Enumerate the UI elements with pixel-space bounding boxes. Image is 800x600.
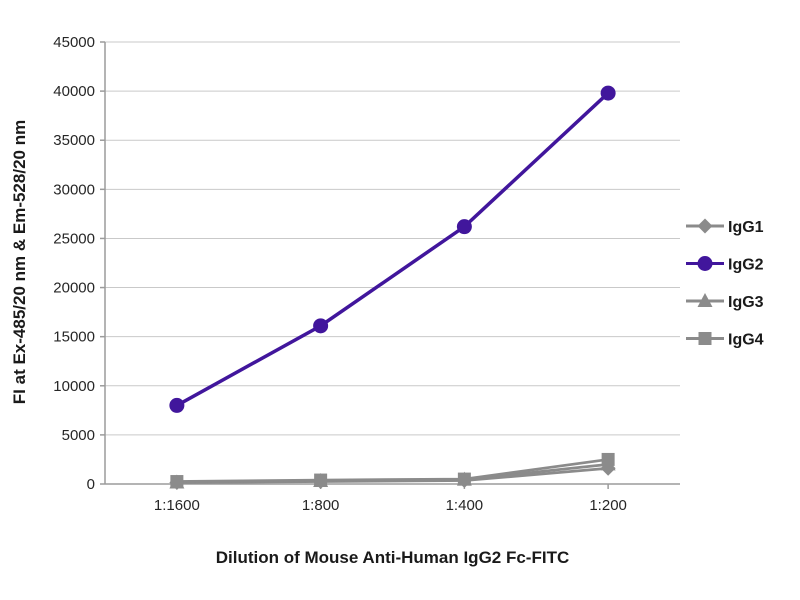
series-marker-IgG4 (170, 475, 184, 489)
x-axis-title: Dilution of Mouse Anti-Human IgG2 Fc-FIT… (215, 548, 570, 567)
series-line-IgG2 (176, 91, 610, 407)
legend-item-IgG3: IgG3 (686, 293, 764, 311)
series-marker-IgG2 (600, 85, 616, 101)
y-tick-label: 20000 (53, 280, 95, 297)
y-tick-label: 25000 (53, 230, 95, 247)
series-IgG1 (169, 460, 616, 491)
y-tick-label: 15000 (53, 329, 95, 346)
series-line-IgG4 (176, 458, 609, 483)
x-tick-label: 1:400 (446, 497, 484, 514)
y-tick-label: 35000 (53, 132, 95, 149)
x-tick-label: 1:1600 (154, 497, 200, 514)
series-IgG4 (170, 452, 615, 489)
y-axis-title: FI at Ex-485/20 nm & Em-528/20 nm (10, 119, 29, 405)
x-tick-label: 1:200 (589, 497, 627, 514)
series-marker-IgG2 (456, 219, 472, 235)
legend-label: IgG4 (728, 332, 764, 349)
y-tick-label: 5000 (62, 427, 95, 444)
y-tick-label: 0 (87, 476, 95, 493)
series-marker-IgG4 (314, 473, 328, 487)
series-marker-IgG4 (601, 452, 615, 466)
y-tick-label: 10000 (53, 378, 95, 395)
y-tick-label: 30000 (53, 181, 95, 198)
legend-label: IgG3 (728, 294, 764, 311)
y-tick-label: 40000 (53, 83, 95, 100)
legend-item-IgG4: IgG4 (686, 332, 764, 349)
legend-marker-circle (697, 256, 713, 271)
legend-marker-triangle (697, 293, 713, 307)
series-marker-IgG4 (457, 472, 471, 486)
legend-marker-square (698, 332, 712, 345)
legend-item-IgG1: IgG1 (686, 218, 764, 236)
legend-marker-diamond (697, 218, 713, 234)
series-marker-IgG2 (313, 318, 329, 334)
series-IgG2 (169, 85, 616, 413)
series-marker-IgG2 (169, 397, 185, 413)
legend-item-IgG2: IgG2 (686, 256, 764, 274)
legend-label: IgG1 (728, 219, 764, 236)
legend-label: IgG2 (728, 257, 764, 274)
x-tick-label: 1:800 (302, 497, 340, 514)
y-tick-label: 45000 (53, 34, 95, 51)
